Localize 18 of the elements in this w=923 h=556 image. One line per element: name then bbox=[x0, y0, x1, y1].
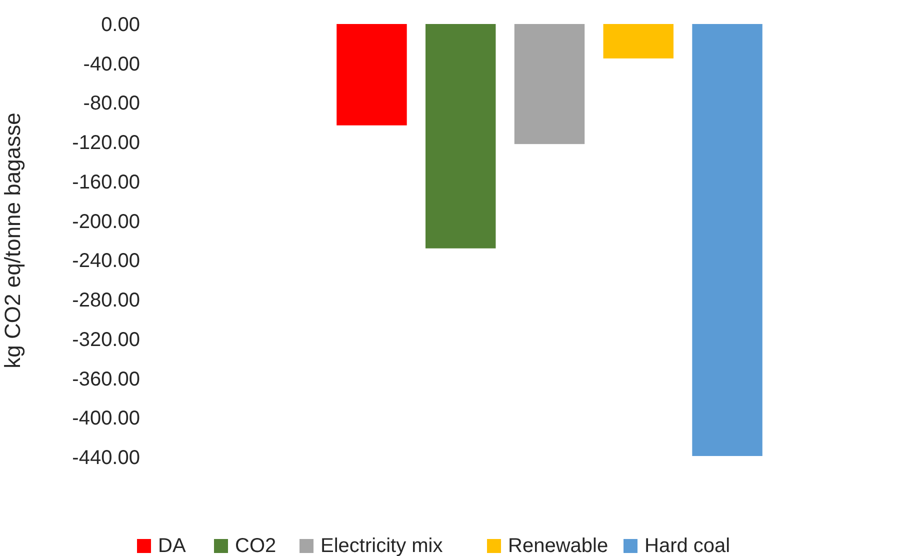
y-tick-label: -360.00 bbox=[72, 368, 140, 390]
y-tick-label: -400.00 bbox=[72, 408, 140, 430]
y-tick-label: -200.00 bbox=[72, 210, 140, 233]
y-tick-label: -440.00 bbox=[72, 447, 140, 469]
y-tick-label: -120.00 bbox=[72, 132, 140, 154]
y-tick-label: -280.00 bbox=[72, 290, 140, 312]
y-tick-label: -240.00 bbox=[72, 250, 140, 272]
y-tick-label: -160.00 bbox=[72, 171, 140, 194]
legend-label: Hard coal bbox=[644, 535, 730, 556]
y-tick-label: -40.00 bbox=[83, 53, 140, 76]
y-axis-title: kg CO2 eq/tonne bagasse bbox=[0, 112, 25, 368]
legend-label: CO2 bbox=[235, 535, 276, 556]
y-tick-label: -320.00 bbox=[72, 328, 140, 351]
y-tick-label: -80.00 bbox=[83, 92, 140, 115]
legend-label: Electricity mix bbox=[320, 535, 443, 556]
legend-label: DA bbox=[158, 535, 186, 556]
y-tick-label: 0.00 bbox=[101, 14, 140, 36]
legend-label: Renewable bbox=[508, 535, 608, 556]
